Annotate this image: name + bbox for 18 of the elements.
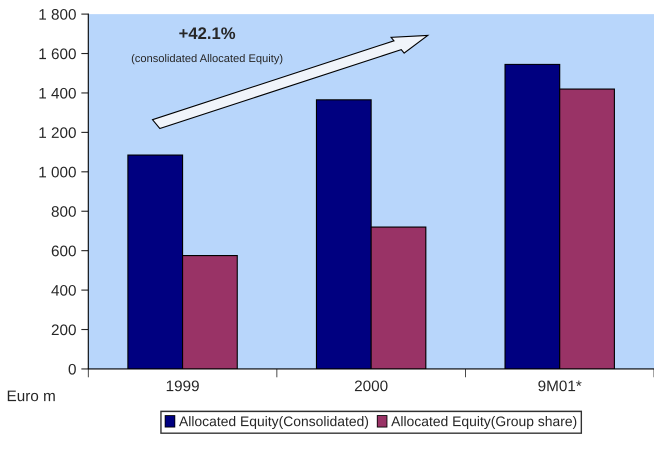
x-tick-label: 9M01* [538, 380, 582, 392]
y-tick-label: 0 [68, 364, 76, 375]
y-tick-label: 1 000 [39, 166, 76, 178]
legend-label: Allocated Equity(Consolidated) [179, 416, 368, 429]
legend-label: Allocated Equity(Group share) [391, 416, 576, 429]
y-tick-label: 1 600 [39, 48, 76, 60]
y-tick-label: 600 [52, 246, 76, 256]
y-tick-label: 1 400 [39, 88, 76, 99]
y-tick-label: 1 800 [39, 8, 76, 20]
y-tick-label: 200 [52, 324, 76, 336]
y-tick-label: 1 200 [39, 127, 76, 138]
annotation: (consolidated Allocated Equity) [132, 54, 282, 64]
y-tick-label: 400 [51, 284, 76, 296]
annotation: +42.1% [179, 27, 236, 40]
y-axis-title: Euro m [8, 390, 55, 402]
y-tick-label: 800 [52, 206, 76, 217]
x-tick-label: 1999 [166, 380, 199, 392]
x-tick-label: 2000 [354, 380, 388, 392]
